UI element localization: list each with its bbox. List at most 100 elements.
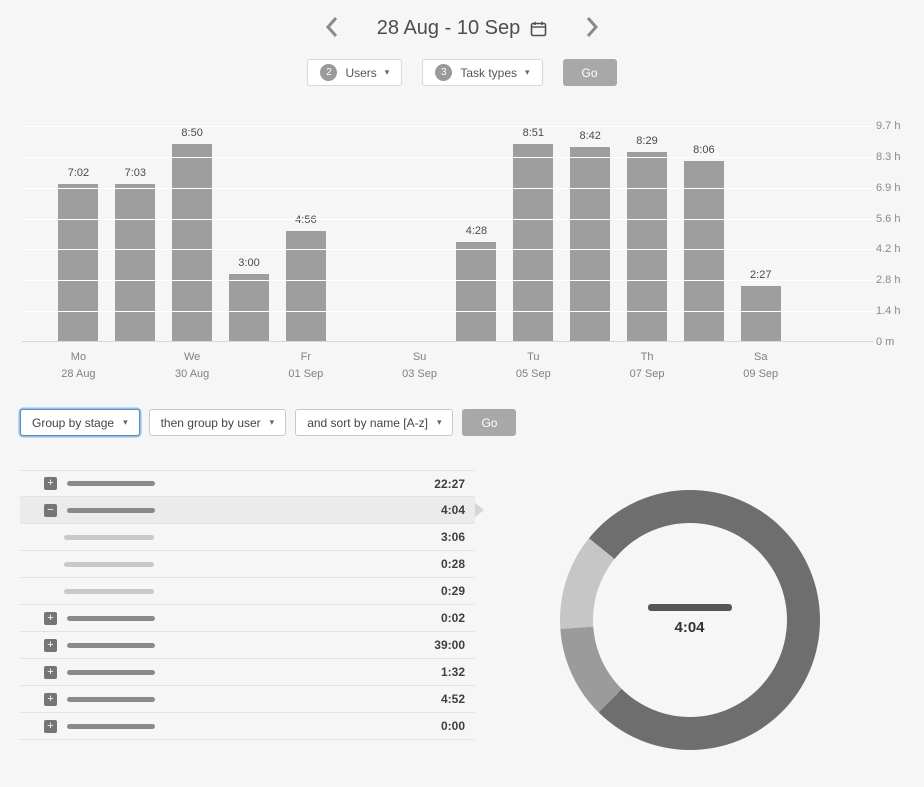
x-axis-label: Tu 05 Sep — [515, 351, 551, 381]
bar-column: 7:03 — [107, 126, 164, 341]
row-time: 0:02 — [440, 611, 465, 626]
redacted-label — [64, 588, 154, 594]
expand-icon[interactable]: + — [44, 719, 57, 733]
bar[interactable] — [229, 274, 269, 341]
list-item[interactable]: 0:29 — [20, 578, 475, 606]
donut-center-time: 4:04 — [674, 619, 705, 637]
bar[interactable] — [456, 241, 497, 341]
grouped-time-list: +22:27−4:04 3:06 0:28 0:29 +0:02 +39:00 +1:32 +… — [20, 470, 484, 750]
next-period-button[interactable] — [581, 13, 603, 44]
daily-hours-bar-chart: 7:02 7:03 8:50 3:00 4:56 4:28 8:51 8:42 8:29 8:06… — [0, 120, 924, 383]
report-detail-section: +22:27−4:04 3:06 0:28 0:29 +0:02 +39:00 +1:32 +… — [20, 470, 904, 751]
redacted-label — [67, 481, 155, 487]
filters-go-button[interactable]: Go — [562, 59, 617, 86]
row-time: 0:00 — [440, 719, 465, 734]
collapse-icon[interactable]: − — [44, 503, 57, 517]
x-axis-label — [107, 349, 164, 383]
bar[interactable] — [740, 286, 781, 341]
expand-icon[interactable]: + — [44, 611, 57, 625]
y-axis-tick-label: 1.4 h — [876, 305, 901, 318]
bar-value-label: 4:56 — [295, 214, 317, 227]
donut-chart-area: 4:04 — [475, 470, 904, 751]
users-filter-dropdown[interactable]: 2 Users ▾ — [307, 59, 403, 86]
list-item[interactable]: +0:00 — [20, 713, 475, 741]
bar-value-label: 8:50 — [181, 127, 203, 140]
y-axis: 9.7 h 8.3 h 6.9 h 5.6 h 4.2 h 2.8 h 1.4 h 0 m — [876, 120, 920, 348]
bar-column: 8:29 — [619, 126, 676, 341]
expand-icon[interactable]: + — [44, 665, 57, 679]
list-item[interactable]: +4:52 — [20, 686, 475, 714]
gridline — [22, 187, 874, 189]
redacted-label — [647, 604, 732, 612]
x-axis-label: Mo 28 Aug — [61, 351, 96, 381]
y-axis-tick-label: 2.8 h — [876, 274, 901, 287]
x-axis-label — [675, 349, 732, 383]
bar[interactable] — [627, 152, 668, 341]
redacted-label — [64, 561, 154, 567]
row-time: 4:52 — [440, 692, 465, 707]
calendar-icon[interactable] — [530, 21, 547, 37]
bar[interactable] — [58, 184, 99, 341]
row-time: 3:06 — [440, 530, 465, 545]
bar[interactable] — [683, 160, 724, 341]
x-axis-label — [448, 349, 505, 383]
row-time: 39:00 — [434, 638, 465, 653]
then-group-by-dropdown[interactable]: then group by user ▾ — [148, 409, 287, 437]
bar[interactable] — [570, 147, 611, 341]
bar-value-label: 7:02 — [67, 167, 90, 180]
users-count-badge: 2 — [320, 64, 338, 81]
row-time: 22:27 — [434, 476, 465, 491]
x-axis-label: Fr 01 Sep — [288, 351, 324, 381]
donut-chart[interactable]: 4:04 — [559, 490, 820, 751]
row-time: 0:29 — [440, 584, 465, 599]
list-item[interactable]: +39:00 — [20, 632, 475, 660]
bar-value-label: 2:27 — [750, 269, 772, 282]
filter-row: 2 Users ▾ 3 Task types ▾ Go — [0, 59, 924, 86]
sort-by-dropdown[interactable]: and sort by name [A-z] ▾ — [295, 409, 454, 437]
gridline — [22, 311, 874, 313]
y-axis-tick-label: 4.2 h — [876, 243, 901, 256]
list-item[interactable]: − 4:04 — [20, 497, 484, 525]
list-item[interactable]: 0:28 — [20, 551, 475, 579]
grouping-go-button[interactable]: Go — [462, 409, 517, 437]
redacted-label — [67, 507, 155, 513]
bar[interactable] — [513, 143, 554, 341]
x-axis-label — [334, 349, 391, 383]
bar-column: 7:02 — [50, 126, 107, 341]
bar[interactable] — [285, 231, 326, 341]
previous-period-button[interactable] — [321, 13, 343, 44]
date-range-title[interactable]: 28 Aug - 10 Sep — [377, 17, 547, 40]
bar[interactable] — [172, 144, 213, 341]
bar-column: 4:56 — [277, 126, 334, 341]
expand-icon[interactable]: + — [44, 692, 57, 706]
bar[interactable] — [115, 184, 156, 341]
y-axis-tick-label: 0 m — [876, 336, 895, 348]
x-axis-label: We 30 Aug — [175, 351, 210, 381]
expand-icon[interactable]: + — [44, 638, 57, 652]
redacted-label — [67, 642, 155, 648]
task-types-filter-dropdown[interactable]: 3 Task types ▾ — [422, 59, 543, 86]
gridline — [22, 280, 874, 282]
group-by-dropdown[interactable]: Group by stage ▾ — [20, 409, 140, 437]
x-axis-label — [562, 349, 619, 383]
list-item[interactable]: +22:27 — [20, 470, 475, 498]
bar-value-label: 4:28 — [465, 224, 488, 237]
bar-value-label: 8:29 — [636, 135, 658, 148]
bar-chart-plot-area: 7:02 7:03 8:50 3:00 4:56 4:28 8:51 8:42 8:29 8:06… — [22, 126, 874, 342]
list-item[interactable]: +0:02 — [20, 605, 475, 633]
row-time: 1:32 — [440, 665, 465, 680]
y-axis-tick-label: 6.9 h — [876, 181, 901, 194]
row-time: 4:04 — [440, 503, 465, 518]
redacted-label — [64, 534, 154, 540]
list-item[interactable]: +1:32 — [20, 659, 475, 687]
gridline — [22, 249, 874, 251]
sort-by-label: and sort by name [A-z] — [307, 415, 428, 430]
x-axis: Mo 28 Aug We 30 Aug Fr 01 Sep Su 03 Sep Tu 05 Sep… — [50, 349, 846, 383]
list-item[interactable]: 3:06 — [20, 524, 475, 552]
expand-icon[interactable]: + — [44, 477, 57, 491]
chevron-down-icon: ▾ — [436, 417, 442, 428]
bar-column: 8:06 — [675, 126, 732, 341]
bar-columns: 7:02 7:03 8:50 3:00 4:56 4:28 8:51 8:42 8:29 8:06… — [50, 126, 846, 341]
chevron-down-icon: ▾ — [123, 417, 128, 428]
chevron-down-icon: ▾ — [269, 417, 275, 428]
